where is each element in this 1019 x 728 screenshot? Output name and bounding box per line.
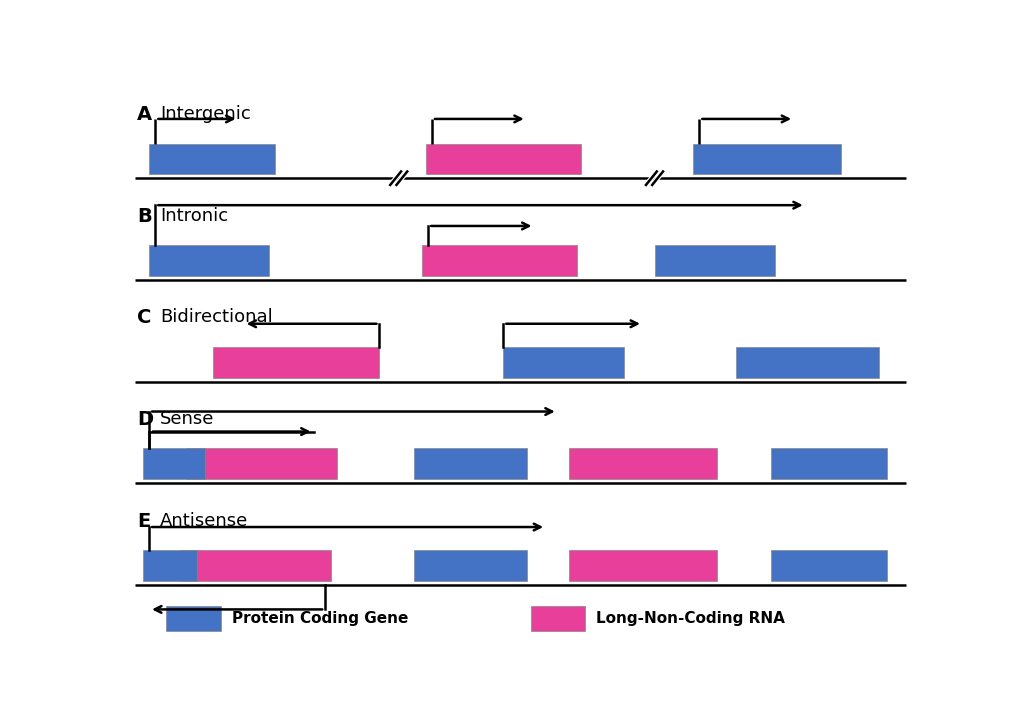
Text: Long-Non-Coding RNA: Long-Non-Coding RNA (596, 612, 785, 626)
Bar (166, 606, 220, 631)
Text: A: A (137, 105, 152, 124)
Bar (530, 606, 584, 631)
Bar (770, 550, 887, 581)
Bar (693, 143, 840, 175)
Bar (654, 245, 773, 276)
Bar (735, 347, 878, 378)
Text: Intronic: Intronic (160, 207, 228, 225)
Bar (414, 448, 526, 479)
Text: Protein Coding Gene: Protein Coding Gene (232, 612, 408, 626)
Text: B: B (137, 207, 152, 226)
Text: E: E (137, 512, 150, 531)
Bar (426, 143, 580, 175)
Text: C: C (137, 309, 151, 328)
Text: Sense: Sense (160, 410, 214, 428)
Bar (569, 448, 715, 479)
Text: Intergenic: Intergenic (160, 105, 251, 123)
Bar (180, 550, 331, 581)
Text: Antisense: Antisense (160, 512, 248, 530)
Bar (149, 143, 274, 175)
Text: D: D (137, 410, 153, 429)
Bar (185, 448, 336, 479)
Bar (422, 245, 577, 276)
Bar (770, 448, 887, 479)
Bar (503, 347, 623, 378)
Bar (569, 550, 715, 581)
Bar (143, 448, 205, 479)
Bar (149, 245, 269, 276)
Bar (213, 347, 379, 378)
Bar (414, 550, 526, 581)
Bar (143, 550, 197, 581)
Text: Bidirectional: Bidirectional (160, 309, 272, 326)
